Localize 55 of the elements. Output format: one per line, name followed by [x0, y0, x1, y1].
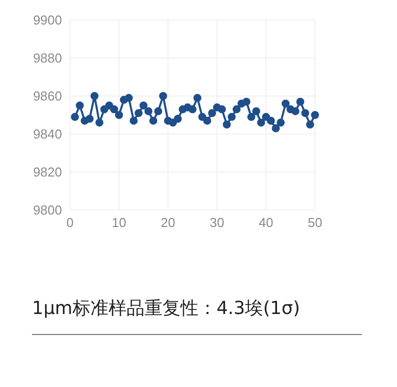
point: [193, 94, 202, 102]
x-tick-label: 10: [112, 215, 126, 230]
point: [222, 120, 231, 128]
point: [306, 120, 314, 128]
text: 1μm标准样品重复性：4.3埃(1σ): [32, 297, 300, 320]
point: [188, 105, 196, 114]
point: [203, 116, 212, 125]
point: [291, 107, 300, 116]
point: [95, 118, 104, 127]
point: [257, 118, 266, 127]
point: [110, 105, 118, 114]
x-tick-label: 30: [210, 215, 224, 230]
point: [198, 112, 206, 121]
point: [168, 118, 177, 127]
point: [149, 116, 158, 125]
point: [100, 105, 108, 114]
y-tick-label: 9900: [33, 12, 62, 28]
point: [159, 92, 168, 100]
x-tick-label: 50: [308, 215, 322, 230]
point: [140, 102, 148, 110]
point: [134, 109, 143, 118]
point: [70, 112, 79, 121]
point: [90, 92, 98, 100]
point: [262, 112, 270, 121]
point: [282, 100, 290, 108]
x-tick-label: 20: [160, 215, 176, 230]
y-tick-label: 9800: [33, 202, 62, 218]
y-tick-label: 9880: [33, 50, 62, 66]
x-tick-label: 0: [66, 215, 74, 230]
point: [311, 111, 319, 119]
point: [218, 105, 226, 114]
point: [208, 109, 216, 118]
point: [228, 112, 236, 121]
point: [252, 107, 260, 116]
point: [105, 102, 114, 110]
point: [266, 116, 275, 125]
point: [76, 102, 84, 110]
y-tick-label: 9860: [33, 88, 62, 104]
point: [115, 111, 123, 119]
point: [86, 114, 94, 123]
point: [124, 94, 133, 102]
x-tick-label: 40: [258, 215, 274, 230]
point: [242, 98, 250, 106]
point: [174, 114, 182, 123]
point: [144, 107, 152, 116]
point: [296, 98, 304, 106]
point: [232, 105, 241, 114]
point: [130, 116, 138, 125]
point: [154, 107, 162, 116]
point: [301, 109, 310, 118]
y-tick-label: 9820: [33, 164, 62, 180]
y-tick-label: 9840: [33, 126, 62, 142]
point: [276, 118, 285, 127]
point: [272, 124, 280, 132]
point: [247, 112, 256, 121]
